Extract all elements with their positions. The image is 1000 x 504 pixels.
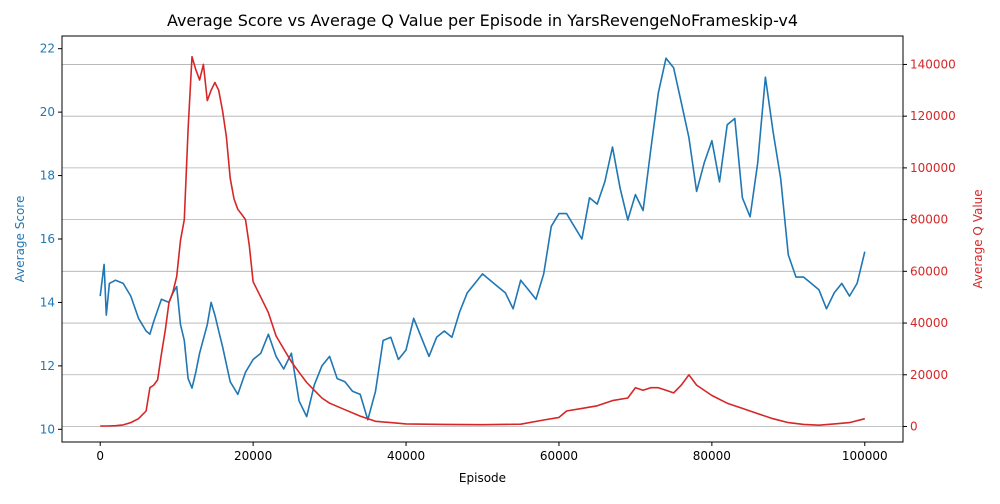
x-axis: 0 20000 40000 60000 80000 100000 xyxy=(96,442,888,463)
x-tick-label: 60000 xyxy=(540,449,578,463)
y-right-tick-label: 80000 xyxy=(910,213,948,227)
chart-title: Average Score vs Average Q Value per Epi… xyxy=(167,11,798,30)
x-tick-label: 80000 xyxy=(693,449,731,463)
y-right-tick-label: 120000 xyxy=(910,109,956,123)
y-right-tick-label: 140000 xyxy=(910,57,956,71)
x-tick-label: 20000 xyxy=(234,449,272,463)
x-tick-label: 40000 xyxy=(387,449,425,463)
average-q-value-line xyxy=(100,55,865,427)
y-left-tick-label: 16 xyxy=(40,232,55,246)
x-tick-label: 0 xyxy=(96,449,104,463)
y-left-tick-label: 20 xyxy=(40,105,55,119)
y-left-tick-label: 22 xyxy=(40,42,55,56)
y-right-tick-label: 20000 xyxy=(910,368,948,382)
y-right-tick-label: 0 xyxy=(910,419,918,433)
y-left-tick-label: 10 xyxy=(40,422,55,436)
y-left-tick-label: 18 xyxy=(40,169,55,183)
x-axis-label: Episode xyxy=(459,471,506,485)
y-left-tick-label: 12 xyxy=(40,359,55,373)
grid-lines xyxy=(62,64,903,427)
y-axis-right-label: Average Q Value xyxy=(971,189,985,288)
y-axis-left: 10 12 14 16 18 20 22 xyxy=(40,42,62,436)
average-score-line xyxy=(99,57,866,421)
y-axis-left-label: Average Score xyxy=(13,196,27,283)
y-right-tick-label: 100000 xyxy=(910,161,956,175)
y-axis-right: 0 20000 40000 60000 80000 100000 120000 140000 xyxy=(903,57,956,433)
y-right-tick-label: 40000 xyxy=(910,316,948,330)
y-right-tick-label: 60000 xyxy=(910,264,948,278)
y-left-tick-label: 14 xyxy=(40,295,55,309)
x-tick-label: 100000 xyxy=(842,449,888,463)
series-layer xyxy=(99,55,866,427)
